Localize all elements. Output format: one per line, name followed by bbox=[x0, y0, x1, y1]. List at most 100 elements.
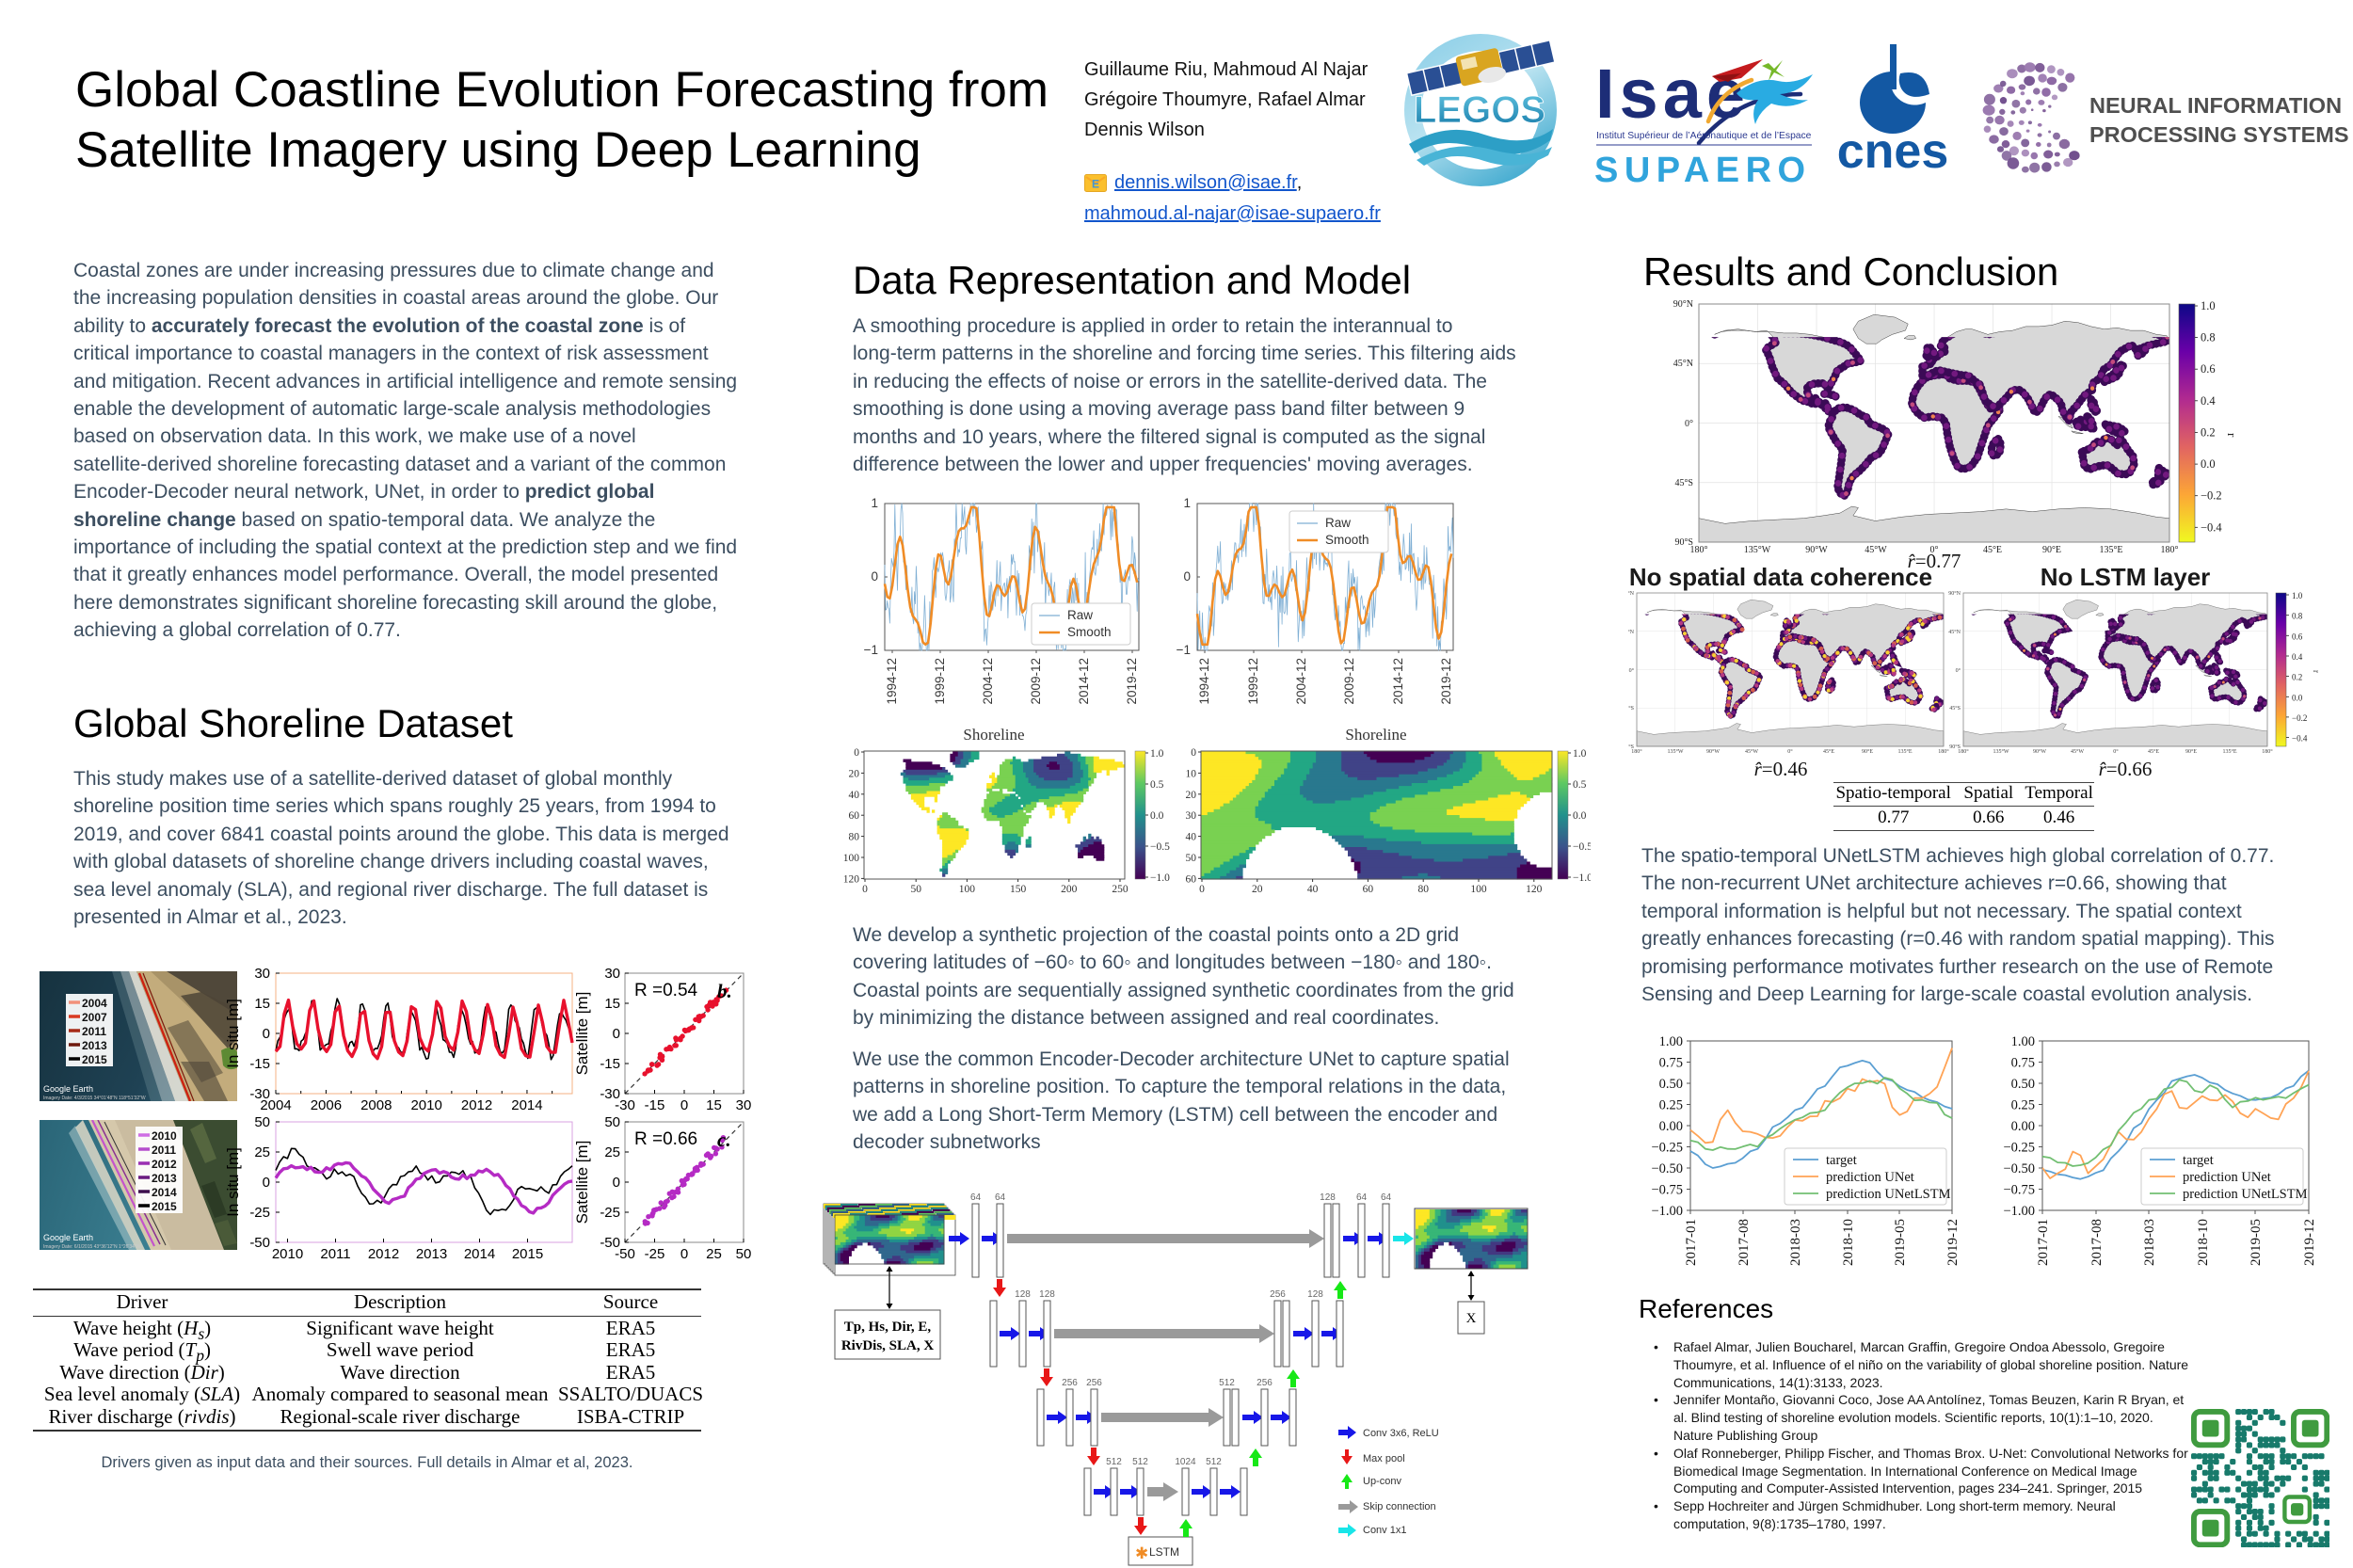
svg-text:✱: ✱ bbox=[1135, 1544, 1148, 1562]
svg-text:0.0: 0.0 bbox=[1150, 810, 1164, 822]
svg-text:0.50: 0.50 bbox=[1659, 1077, 1683, 1092]
svg-text:2019-12: 2019-12 bbox=[1945, 1219, 1961, 1266]
svg-text:Imagery Date: 6/1/2015 43°36': Imagery Date: 6/1/2015 43°36'12"N 1°26'3… bbox=[43, 1244, 141, 1250]
svg-text:Smooth: Smooth bbox=[1325, 533, 1369, 547]
svg-text:20: 20 bbox=[1186, 790, 1197, 801]
svg-text:X: X bbox=[1466, 1311, 1477, 1326]
svg-text:−0.5: −0.5 bbox=[1150, 841, 1170, 853]
svg-text:−0.25: −0.25 bbox=[2003, 1141, 2035, 1156]
svg-text:256: 256 bbox=[1270, 1289, 1286, 1300]
svg-text:-25: -25 bbox=[600, 1205, 620, 1221]
svg-text:2014-12: 2014-12 bbox=[1391, 658, 1405, 705]
svg-text:−1.00: −1.00 bbox=[1651, 1204, 1683, 1219]
svg-text:45°W: 45°W bbox=[1865, 545, 1887, 555]
svg-text:-50: -50 bbox=[600, 1235, 620, 1251]
svg-text:0.00: 0.00 bbox=[1659, 1119, 1683, 1134]
svg-text:64: 64 bbox=[970, 1192, 982, 1203]
svg-text:0.2: 0.2 bbox=[2292, 673, 2302, 682]
svg-text:prediction UNetLSTM: prediction UNetLSTM bbox=[2183, 1187, 2308, 1202]
svg-text:90°S: 90°S bbox=[1674, 537, 1693, 548]
svg-text:200: 200 bbox=[1061, 884, 1078, 895]
svg-text:2009-12: 2009-12 bbox=[1342, 658, 1356, 705]
svg-text:45°N: 45°N bbox=[1628, 629, 1635, 635]
svg-text:1.00: 1.00 bbox=[2011, 1034, 2035, 1049]
svg-text:0.0: 0.0 bbox=[2201, 457, 2216, 471]
svg-text:−0.4: −0.4 bbox=[2201, 520, 2222, 534]
svg-text:2010: 2010 bbox=[152, 1129, 177, 1143]
svg-text:−0.2: −0.2 bbox=[2292, 713, 2307, 723]
svg-text:-30: -30 bbox=[600, 1086, 620, 1102]
svg-text:180°: 180° bbox=[2262, 748, 2273, 755]
svg-text:180°: 180° bbox=[1631, 748, 1642, 755]
svg-text:135°W: 135°W bbox=[1667, 748, 1683, 755]
svg-text:180°: 180° bbox=[2161, 545, 2179, 555]
svg-text:−0.75: −0.75 bbox=[2003, 1183, 2035, 1198]
svg-text:15: 15 bbox=[254, 996, 270, 1012]
svg-text:0.75: 0.75 bbox=[1659, 1056, 1683, 1071]
svg-text:Conv 3x6, ReLU: Conv 3x6, ReLU bbox=[1363, 1428, 1439, 1439]
svg-text:2010: 2010 bbox=[410, 1097, 441, 1113]
svg-text:90°W: 90°W bbox=[1706, 748, 1720, 755]
svg-text:90°N: 90°N bbox=[1948, 590, 1961, 597]
svg-text:prediction UNet: prediction UNet bbox=[1826, 1170, 1914, 1185]
svg-text:Smooth: Smooth bbox=[1067, 625, 1112, 639]
svg-text:80: 80 bbox=[1417, 884, 1429, 895]
svg-text:−0.50: −0.50 bbox=[2003, 1161, 2035, 1176]
svg-text:-50: -50 bbox=[615, 1246, 635, 1259]
svg-text:45°E: 45°E bbox=[1983, 545, 2002, 555]
svg-text:1.0: 1.0 bbox=[1150, 748, 1164, 760]
svg-text:-15: -15 bbox=[645, 1097, 665, 1113]
svg-text:Shoreline: Shoreline bbox=[963, 726, 1024, 744]
svg-text:2017-01: 2017-01 bbox=[2036, 1219, 2051, 1266]
svg-text:1: 1 bbox=[871, 496, 878, 510]
svg-text:1.0: 1.0 bbox=[2201, 299, 2216, 312]
svg-text:15: 15 bbox=[604, 996, 620, 1012]
svg-text:target: target bbox=[1826, 1153, 1857, 1168]
svg-text:−0.25: −0.25 bbox=[1651, 1141, 1683, 1156]
svg-text:45°W: 45°W bbox=[2071, 748, 2084, 755]
svg-text:2018-10: 2018-10 bbox=[1841, 1219, 1856, 1266]
svg-text:256: 256 bbox=[1062, 1378, 1078, 1388]
svg-text:target: target bbox=[2183, 1153, 2214, 1168]
svg-text:0.0: 0.0 bbox=[1573, 810, 1587, 822]
svg-text:256: 256 bbox=[1257, 1378, 1273, 1388]
svg-text:0.4: 0.4 bbox=[2201, 394, 2216, 408]
svg-text:2019-12: 2019-12 bbox=[2302, 1219, 2317, 1266]
svg-text:-15: -15 bbox=[600, 1056, 620, 1072]
svg-text:50: 50 bbox=[910, 884, 921, 895]
svg-text:-25: -25 bbox=[249, 1205, 270, 1221]
svg-text:25: 25 bbox=[706, 1246, 722, 1259]
svg-text:PROCESSING SYSTEMS: PROCESSING SYSTEMS bbox=[2089, 122, 2349, 147]
svg-text:512: 512 bbox=[1132, 1457, 1148, 1467]
svg-text:2012: 2012 bbox=[461, 1097, 492, 1113]
svg-text:−1.00: −1.00 bbox=[2003, 1204, 2035, 1219]
svg-text:135°E: 135°E bbox=[2222, 748, 2236, 755]
svg-text:0.50: 0.50 bbox=[2011, 1077, 2035, 1092]
svg-text:1994-12: 1994-12 bbox=[885, 658, 899, 705]
svg-text:2009-12: 2009-12 bbox=[1029, 658, 1043, 705]
svg-text:Satellite [m]: Satellite [m] bbox=[573, 992, 591, 1076]
svg-text:-25: -25 bbox=[645, 1246, 665, 1259]
svg-text:0: 0 bbox=[263, 1026, 270, 1042]
svg-text:128: 128 bbox=[1039, 1289, 1055, 1300]
svg-text:cnes: cnes bbox=[1837, 124, 1949, 176]
svg-text:0.6: 0.6 bbox=[2201, 362, 2216, 376]
svg-text:250: 250 bbox=[1112, 884, 1128, 895]
svg-text:20: 20 bbox=[849, 768, 860, 779]
svg-text:0.5: 0.5 bbox=[1150, 779, 1164, 791]
svg-text:-30: -30 bbox=[249, 1086, 270, 1102]
svg-text:0: 0 bbox=[680, 1097, 688, 1113]
svg-text:150: 150 bbox=[1010, 884, 1027, 895]
svg-text:45°E: 45°E bbox=[2148, 748, 2159, 755]
svg-text:60: 60 bbox=[1363, 884, 1374, 895]
svg-text:0: 0 bbox=[613, 1175, 620, 1191]
svg-text:Up-conv: Up-conv bbox=[1363, 1476, 1401, 1487]
svg-text:64: 64 bbox=[1356, 1192, 1368, 1203]
svg-text:180°: 180° bbox=[1938, 748, 1949, 755]
svg-text:128: 128 bbox=[1015, 1289, 1031, 1300]
svg-text:R =0.66: R =0.66 bbox=[634, 1129, 697, 1149]
svg-text:256: 256 bbox=[1086, 1378, 1102, 1388]
svg-text:2014: 2014 bbox=[152, 1186, 177, 1199]
svg-text:45°S: 45°S bbox=[1674, 478, 1693, 488]
svg-text:45°W: 45°W bbox=[1745, 748, 1758, 755]
